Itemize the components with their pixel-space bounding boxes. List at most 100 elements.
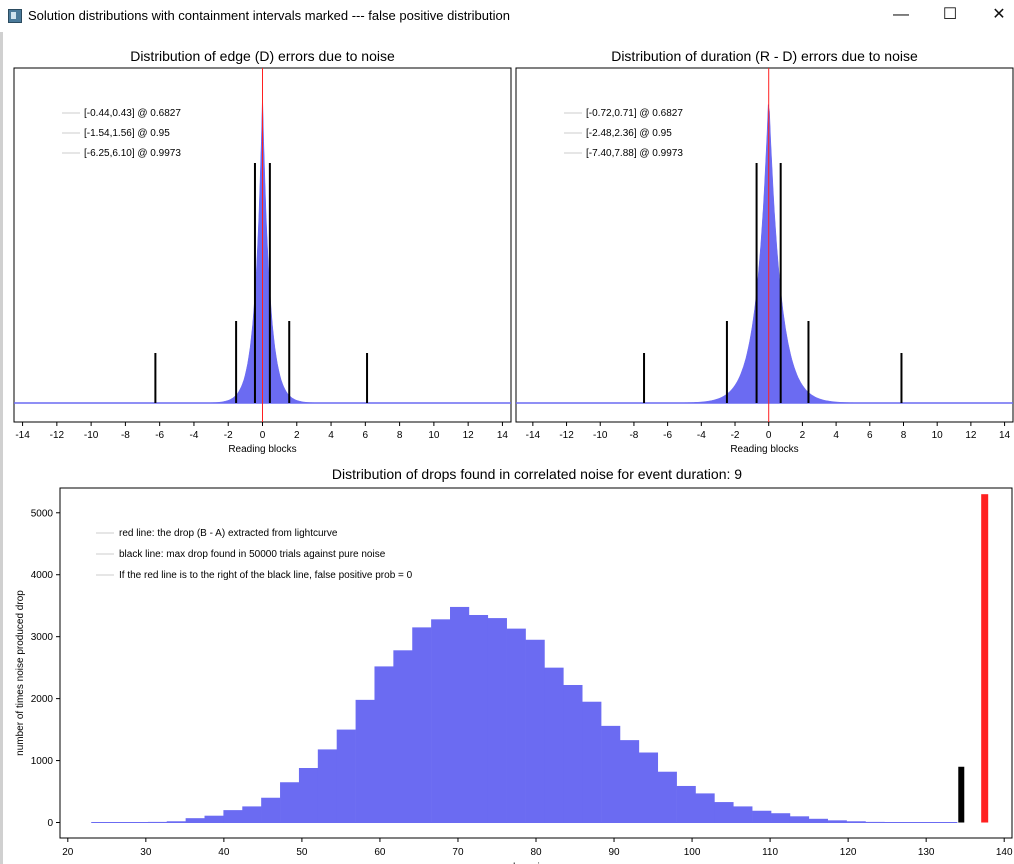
histogram-bar <box>601 725 621 823</box>
histogram-bar <box>638 752 659 823</box>
legend-entry-0: [-0.44,0.43] @ 0.6827 <box>84 108 181 119</box>
x-tick-label: 0 <box>766 430 772 441</box>
histogram-bar <box>280 782 300 823</box>
y-axis-label: number of times noise produced drop <box>15 590 26 756</box>
histogram-bar <box>865 821 885 823</box>
x-tick-label: 4 <box>328 430 334 441</box>
legend-entry-0: red line: the drop (B - A) extracted fro… <box>119 528 338 539</box>
x-tick-label: -6 <box>155 430 164 441</box>
x-tick-label: 120 <box>840 847 857 858</box>
histogram-bar <box>544 667 564 823</box>
histogram-bar <box>714 802 734 823</box>
x-tick-label: 110 <box>762 847 778 858</box>
histogram-bar <box>431 619 451 823</box>
y-tick-label: 2000 <box>31 694 54 705</box>
histogram-bar <box>261 797 281 823</box>
histogram-bar <box>298 768 319 823</box>
x-tick-label: -8 <box>121 430 130 441</box>
error-distribution <box>516 104 1013 404</box>
histogram-bar <box>733 806 753 823</box>
x-tick-label: 60 <box>374 847 386 858</box>
histogram-bar <box>582 701 602 823</box>
histogram-bar <box>166 821 186 823</box>
window-left-edge <box>0 32 3 864</box>
chart2-title: Distribution of duration (R - D) errors … <box>611 48 918 64</box>
x-tick-label: 8 <box>901 430 907 441</box>
histogram-bar <box>393 650 413 823</box>
legend-entry-2: [-6.25,6.10] @ 0.9973 <box>84 148 181 159</box>
histogram-bar <box>676 785 696 823</box>
histogram-bar <box>563 684 583 823</box>
x-tick-label: 6 <box>363 430 369 441</box>
histogram-bar <box>752 810 772 823</box>
lightcurve-drop-line <box>981 494 989 823</box>
x-tick-label: -12 <box>50 430 65 441</box>
histogram-bar <box>223 810 243 823</box>
x-tick-label: 12 <box>965 430 977 441</box>
max-noise-drop-line <box>958 766 965 823</box>
histogram-bar <box>506 628 526 823</box>
x-tick-label: 10 <box>428 430 440 441</box>
x-tick-label: 30 <box>140 847 152 858</box>
x-tick-label: -10 <box>84 430 99 441</box>
x-tick-label: 10 <box>932 430 944 441</box>
maximize-button[interactable]: ☐ <box>942 6 958 23</box>
x-tick-label: 40 <box>218 847 230 858</box>
close-button[interactable]: ✕ <box>992 6 1006 23</box>
y-tick-label: 0 <box>47 818 53 829</box>
y-tick-label: 1000 <box>31 756 54 767</box>
x-tick-label: -12 <box>559 430 574 441</box>
x-tick-label: -14 <box>15 430 30 441</box>
x-tick-label: 140 <box>996 847 1013 858</box>
x-tick-label: 14 <box>497 430 509 441</box>
histogram-bar <box>487 618 507 823</box>
app-icon <box>8 9 22 23</box>
x-tick-label: 12 <box>463 430 475 441</box>
histogram-bar <box>374 666 394 823</box>
drop-distribution-chart: 0 1000 2000 3000 4000 5000 20 30 40 50 60 70 80 90 100… <box>15 487 1013 864</box>
histogram-bar <box>185 818 205 823</box>
x-tick-label: -4 <box>189 430 198 441</box>
x-tick-label: -4 <box>697 430 706 441</box>
edge-error-chart: -14 -12 -10 -8 -6 -4 -2 0 2 4 6 8 10 12 14 Reading bloc… <box>13 67 512 455</box>
histogram-bar <box>771 813 791 823</box>
histogram-bar <box>808 818 828 823</box>
histogram-bar <box>147 821 168 823</box>
histogram-bar <box>355 699 375 823</box>
x-tick-label: 14 <box>999 430 1011 441</box>
histogram-bar <box>525 639 545 823</box>
x-tick-label: 70 <box>452 847 464 858</box>
x-axis-label: Reading blocks <box>228 444 296 455</box>
y-tick-label: 3000 <box>31 632 54 643</box>
x-tick-label: -2 <box>224 430 233 441</box>
histogram-bar <box>336 729 356 823</box>
legend-entry-1: black line: max drop found in 50000 tria… <box>119 549 386 560</box>
histogram-bar <box>657 771 677 823</box>
x-tick-label: -6 <box>663 430 672 441</box>
legend-entry-2: If the red line is to the right of the b… <box>119 570 413 581</box>
x-tick-label: -2 <box>731 430 740 441</box>
histogram-bar <box>827 820 847 823</box>
x-tick-label: 6 <box>867 430 873 441</box>
histogram-bar <box>412 627 432 823</box>
x-tick-label: 130 <box>918 847 935 858</box>
chart1-title: Distribution of edge (D) errors due to n… <box>130 48 395 64</box>
minimize-button[interactable]: — <box>893 6 909 23</box>
x-tick-label: 90 <box>608 847 620 858</box>
histogram-bar <box>846 821 866 823</box>
histogram-bar <box>204 815 224 823</box>
legend-entry-2: [-7.40,7.88] @ 0.9973 <box>586 148 683 159</box>
x-tick-label: 8 <box>397 430 403 441</box>
legend-entry-1: [-2.48,2.36] @ 0.95 <box>586 128 672 139</box>
x-tick-label: 100 <box>684 847 701 858</box>
x-tick-label: 80 <box>530 847 542 858</box>
histogram-bar <box>242 806 262 823</box>
histogram-bar <box>789 816 810 823</box>
duration-error-chart: -14 -12 -10 -8 -6 -4 -2 0 2 4 6 8 10 12 14 Reading bloc… <box>515 67 1014 455</box>
x-tick-label: -10 <box>593 430 608 441</box>
chart3-title: Distribution of drops found in correlate… <box>331 466 743 482</box>
x-tick-label: 50 <box>296 847 308 858</box>
legend-entry-0: [-0.72,0.71] @ 0.6827 <box>586 108 683 119</box>
histogram-bar <box>450 606 470 823</box>
x-tick-label: 0 <box>260 430 266 441</box>
